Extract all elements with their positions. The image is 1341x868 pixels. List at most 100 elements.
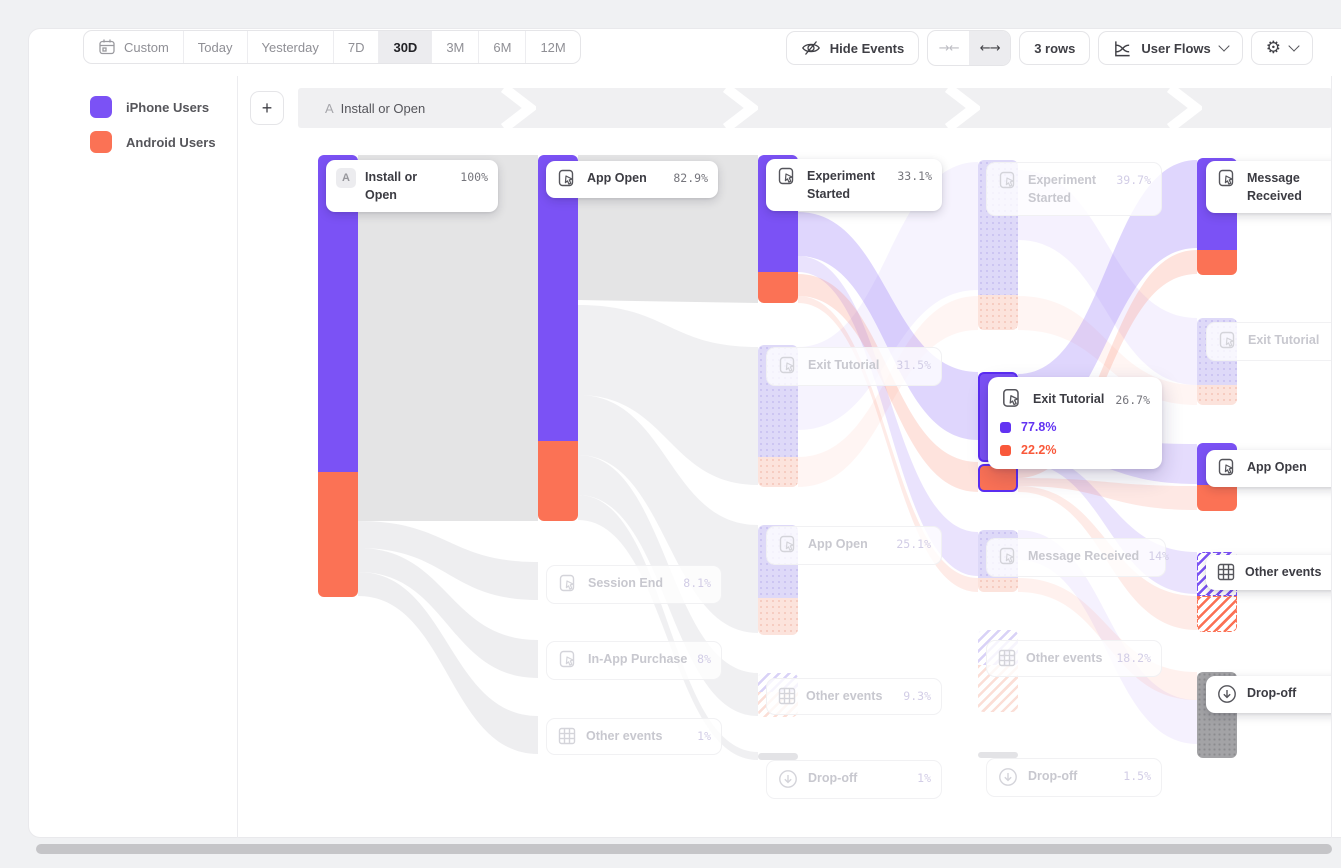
node-card-app-open[interactable]: App Open 82.9% [546,161,718,198]
date-range-6m[interactable]: 6M [479,31,527,63]
view-type-dropdown[interactable]: User Flows [1098,31,1243,65]
date-range-yesterday[interactable]: Yesterday [248,31,334,63]
node-card-experiment-started-faded[interactable]: Experiment Started 39.7% [986,162,1162,217]
grid-icon [777,686,797,706]
breadcrumb-chevron-icon [944,88,980,128]
drop-off-icon [777,768,799,790]
node-card-drop-off-faded[interactable]: Drop-off 1.5% [986,758,1162,797]
date-range-label: 7D [347,39,365,55]
node-label: In-App Purchase [588,652,688,666]
app-event-icon [777,355,799,377]
bar-drop-off-faded[interactable] [758,753,798,760]
collapse-columns-button[interactable]: →← [928,31,969,65]
breakdown-value: 77.8% [1021,420,1057,434]
add-step-button[interactable]: + [250,91,284,125]
grid-icon [997,648,1017,668]
date-range-custom[interactable]: Custom [84,31,184,63]
expand-columns-button[interactable]: ←→ [969,31,1011,65]
date-range-label: 3M [446,39,465,55]
node-label: Install or Open [365,170,418,203]
date-range-today[interactable]: Today [184,31,248,63]
node-card-drop-off-faded[interactable]: Drop-off 1% [766,760,942,799]
collapse-arrows-icon: →← [938,40,960,56]
node-card-app-open-faded[interactable]: App Open 25.1% [766,526,942,565]
bar-segment-android [1197,385,1237,405]
date-range-label: Today [197,39,233,55]
node-percent: 1% [697,729,711,743]
tooltip-breakdown-android: 22.2% [1000,443,1150,457]
node-card-message-received[interactable]: Message Received [1206,161,1332,214]
sidebar-divider [237,76,238,838]
bar-segment-android [978,578,1018,592]
legend-item-iphone-users[interactable]: iPhone Users [90,96,209,118]
expand-arrows-icon: ←→ [979,40,1001,56]
node-card-session-end-faded[interactable]: Session End 8.1% [546,565,722,604]
node-card-message-received-faded[interactable]: Message Received 14% [986,538,1169,577]
bar-segment-android [538,441,578,521]
app-event-icon [777,534,799,556]
rows-button[interactable]: 3 rows [1019,31,1091,65]
bar-drop-off-faded[interactable] [978,752,1018,758]
legend-item-android-users[interactable]: Android Users [90,131,216,153]
node-card-in-app-purchase-faded[interactable]: In-App Purchase 8% [546,641,722,680]
node-card-exit-tutorial-faded[interactable]: Exit Tutorial 31.5% [766,347,942,386]
bar-segment-android [758,272,798,303]
node-card-app-open[interactable]: App Open [1206,450,1332,487]
app-event-icon [557,649,579,671]
node-card-drop-off[interactable]: Drop-off [1206,676,1332,713]
node-label: Other events [1245,565,1322,579]
date-range-label: 12M [540,39,566,55]
settings-dropdown[interactable]: ⚙ [1250,31,1313,65]
node-label: Other events [806,689,883,703]
node-percent: 33.1% [897,169,932,183]
breadcrumb-chevron-icon [722,88,758,128]
exit-tutorial-tooltip[interactable]: Exit Tutorial 26.7% 77.8% 22.2% [988,377,1162,469]
node-label: Other events [586,729,663,743]
node-card-other-events-faded[interactable]: Other events 9.3% [766,678,942,715]
node-card-other-events[interactable]: Other events [1206,555,1332,590]
node-percent: 82.9% [673,171,708,185]
app-event-icon [1000,387,1024,411]
user-flows-icon [1115,40,1131,56]
node-label: Message Received [1028,549,1140,563]
rows-label: 3 rows [1034,40,1076,56]
grid-icon [557,726,577,746]
node-label: Drop-off [808,771,858,785]
node-label: Drop-off [1028,769,1078,783]
bar-segment-iphone [538,155,578,441]
horizontal-scrollbar [28,841,1341,857]
node-percent: 25.1% [896,537,931,551]
drop-off-icon [1216,683,1238,705]
bar-app-open[interactable] [538,155,578,521]
node-card-other-events-faded[interactable]: Other events 18.2% [986,640,1162,677]
bar-install-or-open[interactable] [318,155,358,597]
legend-swatch-purple [1000,421,1011,433]
node-percent: 8.1% [683,576,711,590]
date-range-7d[interactable]: 7D [334,31,380,63]
node-percent: 1.5% [1123,769,1151,783]
breadcrumb[interactable]: A Install or Open [298,88,1332,128]
app-event-icon [997,170,1019,192]
app-event-icon [1216,168,1238,190]
node-card-install-or-open[interactable]: A Install or Open 100% [326,160,498,213]
date-range-3m[interactable]: 3M [432,31,480,63]
hide-events-label: Hide Events [829,40,905,56]
legend-swatch-orange [90,131,112,153]
grid-icon [1216,562,1236,582]
node-card-exit-tutorial-faded[interactable]: Exit Tutorial [1206,322,1332,361]
date-range-12m[interactable]: 12M [526,31,579,63]
faded-flows [358,521,538,754]
bar-segment-android [758,598,798,635]
spacing-toggle: →← ←→ [927,30,1012,66]
bar-segment-android [1197,485,1237,511]
bar-segment-android [1197,250,1237,275]
hide-events-button[interactable]: Hide Events [785,31,920,65]
app-event-icon [1217,330,1239,352]
node-card-experiment-started[interactable]: Experiment Started 33.1% [766,159,942,212]
date-range-label: 30D [393,39,418,55]
node-card-other-events-faded[interactable]: Other events 1% [546,718,722,755]
bar-segment-android [318,472,358,597]
eye-off-icon [801,41,820,55]
date-range-30d-selected[interactable]: 30D [379,31,433,63]
horizontal-scrollbar-thumb[interactable] [36,844,1332,854]
